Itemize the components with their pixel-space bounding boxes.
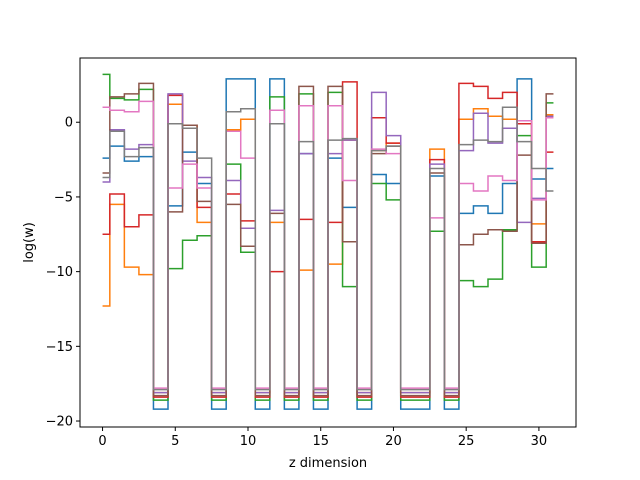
x-tick-label: 10 (240, 434, 257, 449)
x-tick-label: 15 (312, 434, 329, 449)
y-tick-label: −5 (54, 190, 73, 205)
y-axis-label: log(w) (22, 222, 37, 263)
x-axis-label: z dimension (289, 456, 367, 471)
y-tick-label: −10 (46, 265, 73, 280)
x-tick-label: 20 (385, 434, 402, 449)
series-line-3 (102, 73, 554, 401)
y-tick-label: −15 (46, 340, 73, 355)
series-line-6 (102, 82, 554, 397)
x-ticks: 0 5 10 15 20 25 30 (98, 427, 547, 449)
y-ticks: 0 −5 −10 −15 −20 (46, 116, 80, 430)
series-line-4 (102, 81, 554, 398)
plot-frame (79, 57, 577, 428)
series-layer (102, 73, 554, 410)
series-line-8 (102, 106, 554, 391)
x-tick-label: 25 (458, 434, 475, 449)
x-tick-label: 5 (171, 434, 179, 449)
x-tick-label: 0 (98, 434, 106, 449)
y-tick-label: 0 (65, 116, 73, 131)
x-tick-label: 30 (531, 434, 548, 449)
y-tick-label: −20 (46, 415, 73, 430)
